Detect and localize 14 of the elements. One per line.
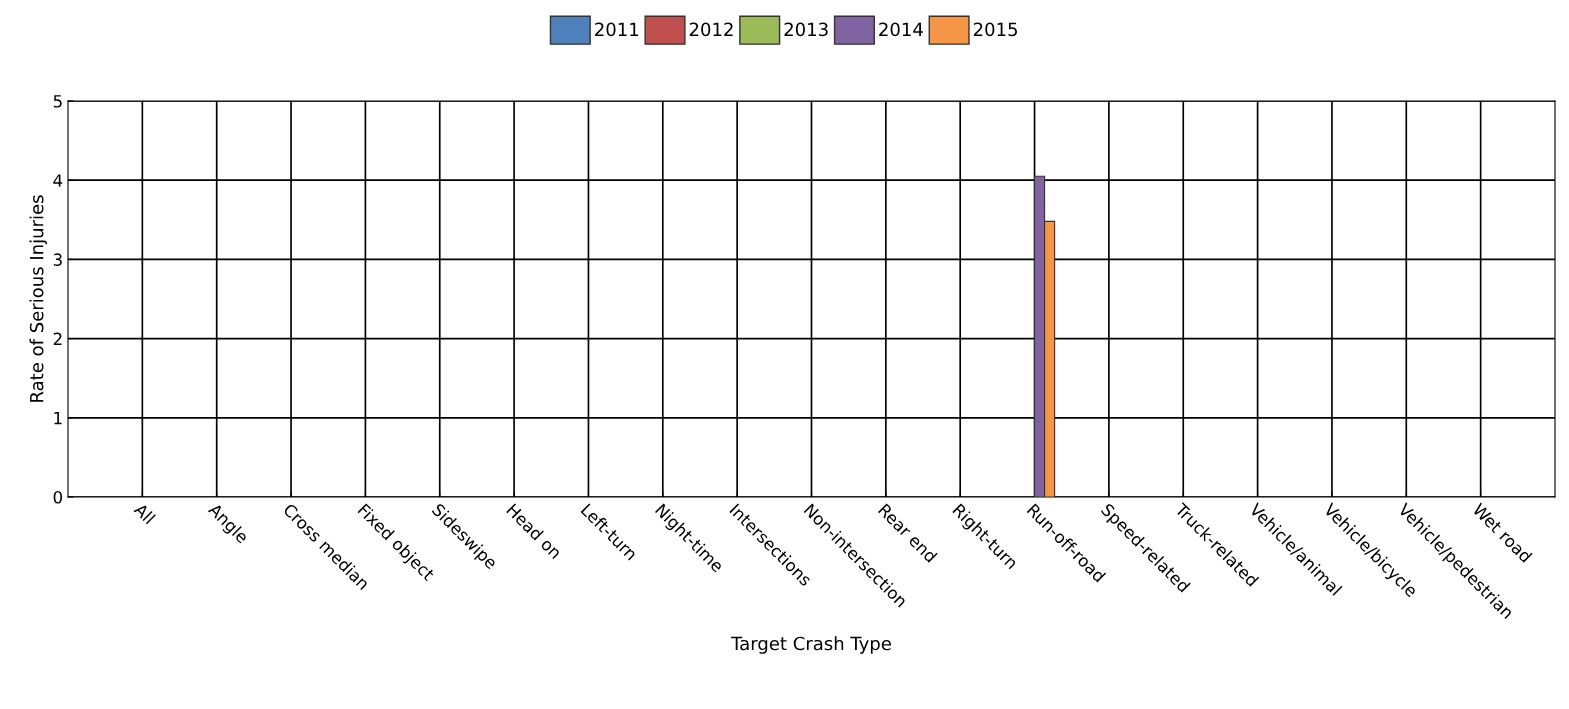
y-tick-label: 0 [53, 490, 63, 504]
legend-label: 2011 [595, 22, 639, 37]
y-axis-title: Rate of Serious Injuries [29, 195, 47, 402]
x-tick-label: All [133, 501, 156, 525]
y-tick-label: 1 [54, 411, 62, 425]
legend-label: 2012 [689, 22, 733, 37]
y-tick-label: 4 [53, 174, 63, 187]
y-tick-label: 3 [53, 253, 62, 266]
legend-label: 2014 [879, 22, 923, 37]
legend-label: 2013 [784, 22, 828, 37]
y-tick-label: 5 [53, 95, 62, 108]
legend-label: 2015 [973, 22, 1017, 37]
x-axis-title: Target Crash Type [731, 636, 891, 654]
y-tick-label: 2 [53, 332, 62, 345]
